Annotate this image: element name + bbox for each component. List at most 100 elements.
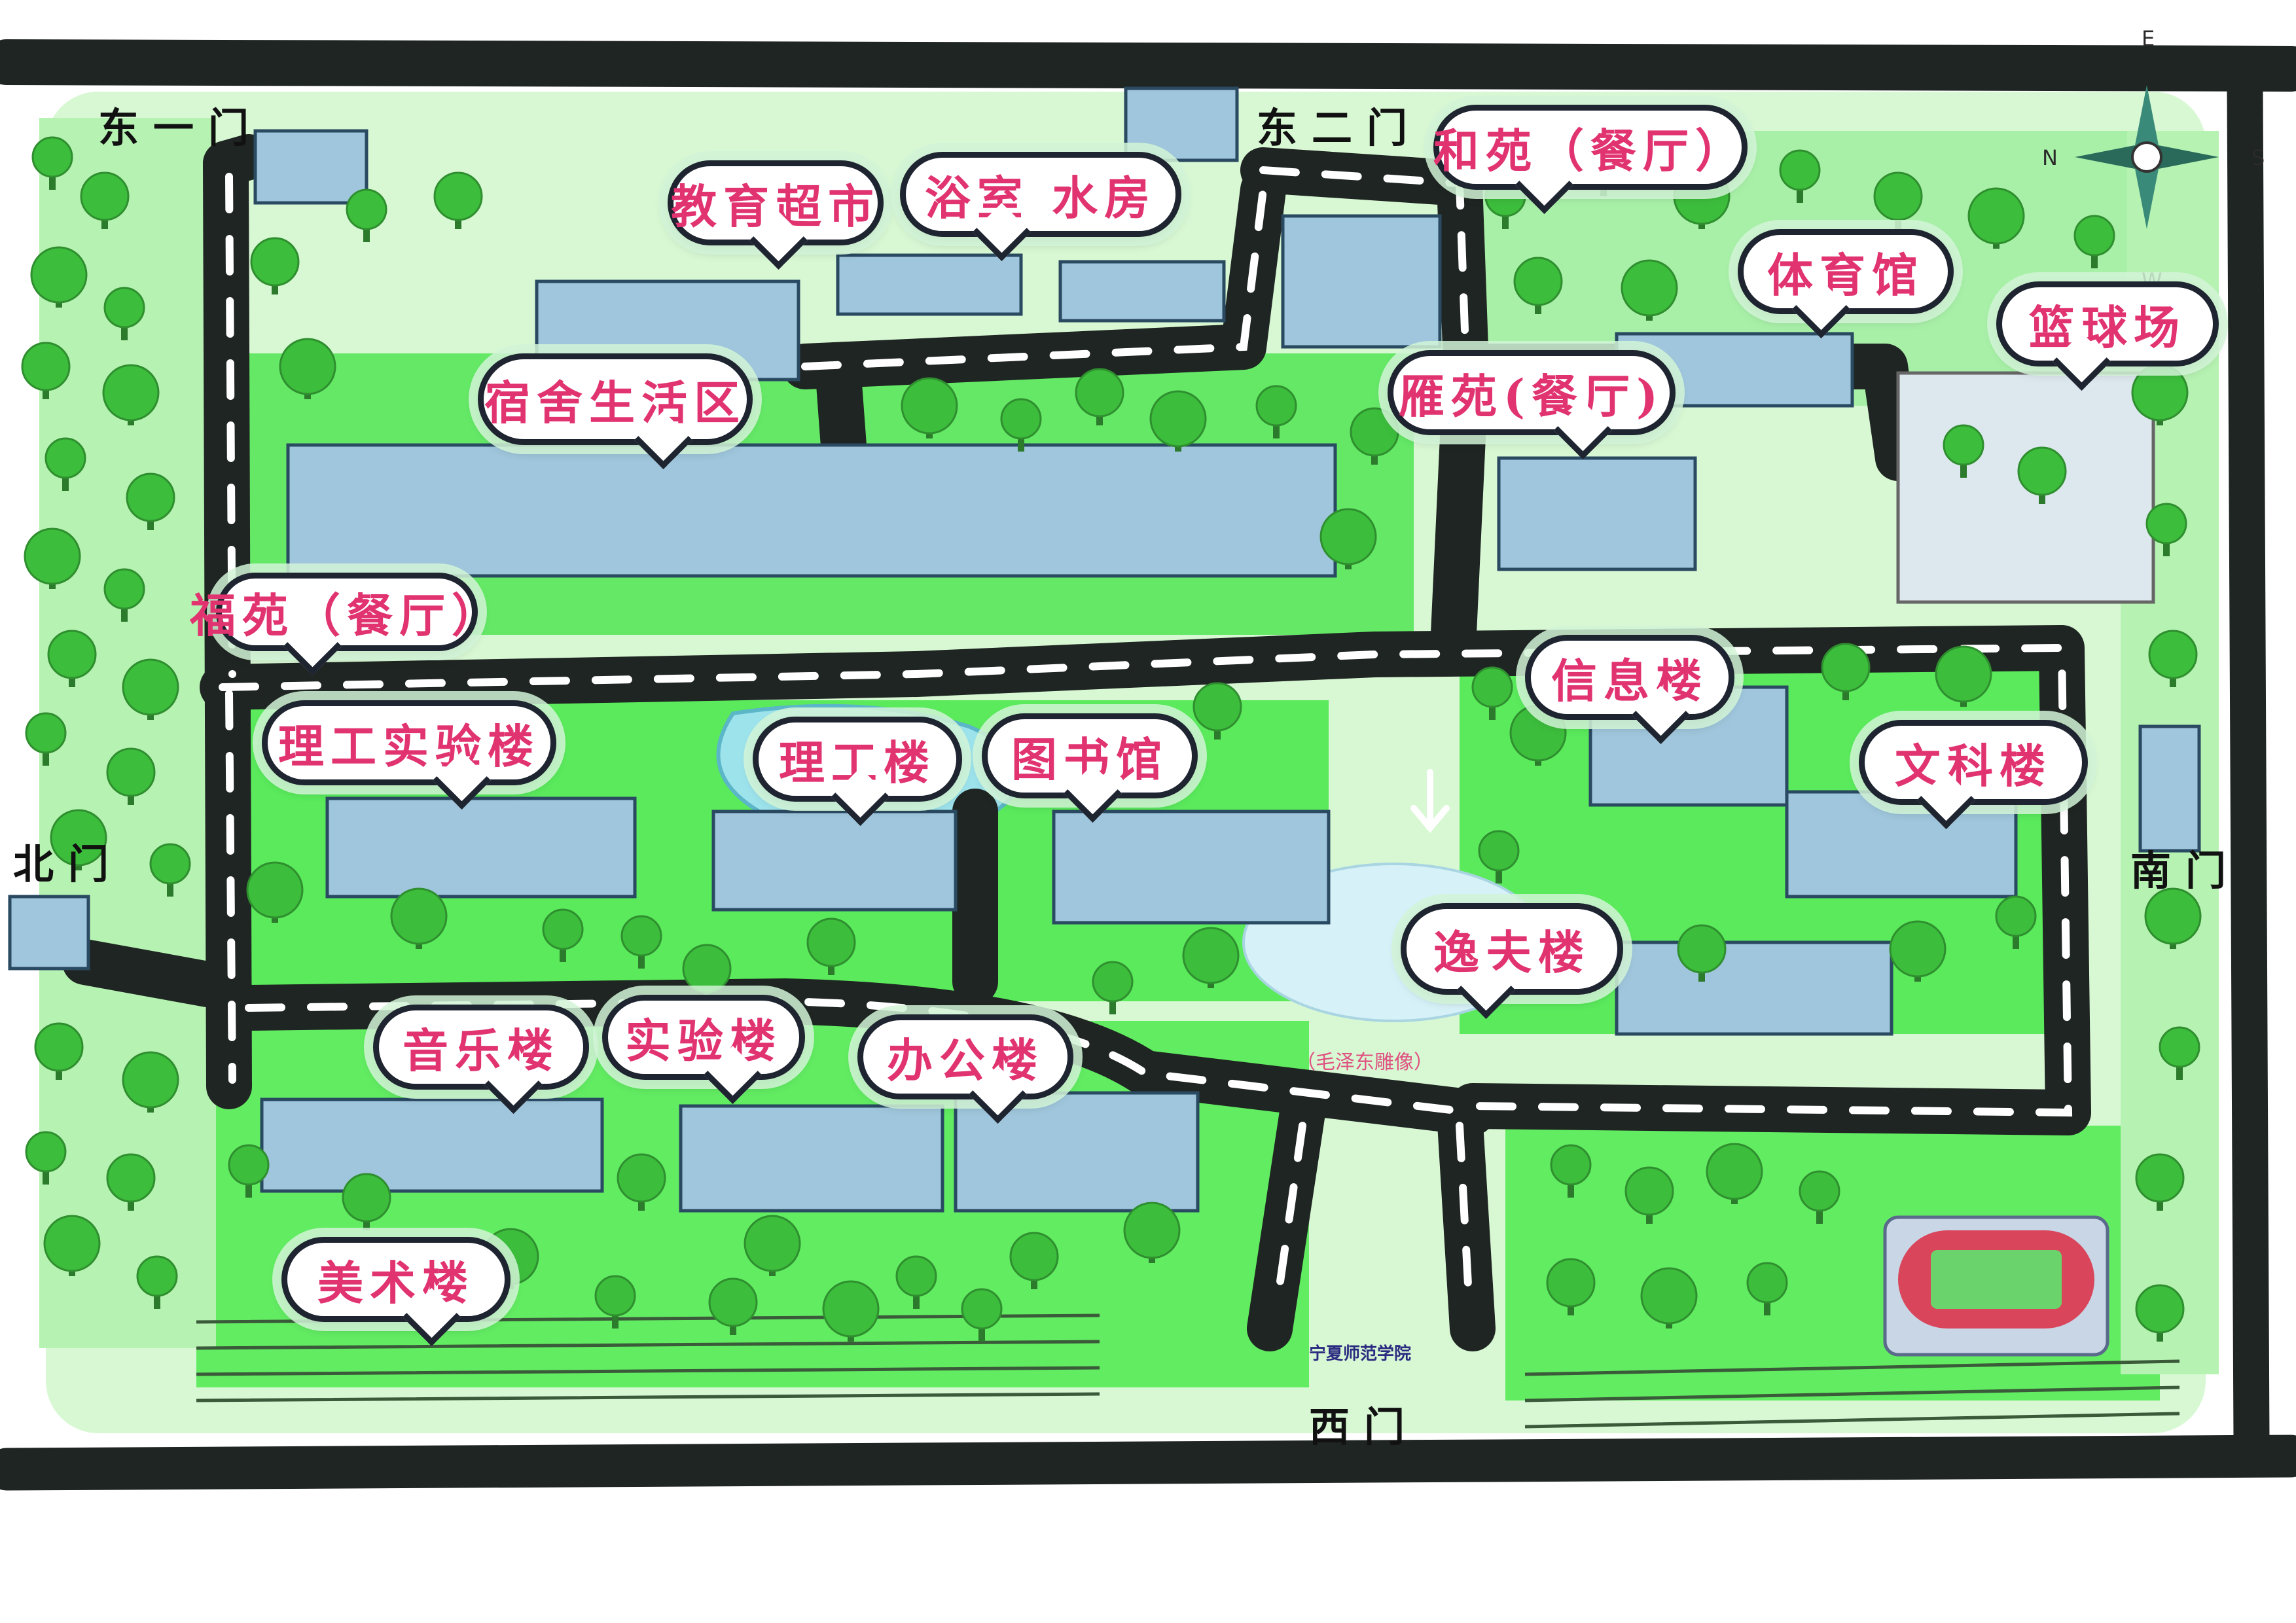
tree [2135, 1284, 2185, 1342]
label-music[interactable]: 音乐楼 [373, 1005, 589, 1090]
building-bath [1058, 260, 1226, 323]
tree [246, 861, 304, 923]
label-basketball[interactable]: 篮球场 [1996, 281, 2219, 366]
tree [102, 364, 160, 425]
compass-center [2131, 141, 2162, 173]
tree [542, 908, 584, 962]
gate-north: 北门 [13, 840, 124, 888]
label-heyuan[interactable]: 和苑（餐厅） [1433, 105, 1748, 190]
compass-n-label: N [2042, 145, 2058, 170]
dash-north [801, 186, 1267, 370]
building-yifu [1615, 940, 1893, 1036]
label-fuyuan[interactable]: 福苑（餐厅） [190, 573, 497, 651]
tree [1255, 385, 1297, 438]
label-info[interactable]: 信息楼 [1525, 635, 1734, 720]
label-dorm[interactable]: 宿舍生活区 [478, 353, 753, 445]
direction-arrow [1410, 769, 1450, 833]
tree [1182, 927, 1240, 988]
label-edu-store[interactable]: 教育超市 [668, 160, 884, 245]
label-bath[interactable]: 浴室 水房 [900, 152, 1181, 237]
tree [1640, 1267, 1698, 1329]
tree [24, 527, 81, 589]
tree [1873, 171, 1923, 229]
fence-southeast [1524, 1359, 2180, 1429]
tree [822, 1280, 880, 1342]
tree [1821, 643, 1871, 700]
compass-point-s [2135, 157, 2159, 229]
outer-roads [0, 39, 2296, 1491]
compass-e-label: E [2142, 26, 2155, 51]
tree [1677, 924, 1727, 982]
tree [2135, 1153, 2185, 1211]
building-library [1052, 810, 1331, 925]
tree [47, 630, 97, 687]
compass-point-n [2135, 85, 2159, 157]
tree [2145, 503, 2187, 556]
tree [901, 377, 958, 438]
gate-west: 西门 [1309, 1403, 1420, 1451]
compass-point-w [2075, 145, 2147, 169]
label-library[interactable]: 图书馆 [982, 713, 1198, 798]
tree [342, 1173, 391, 1230]
building-heyuan [1281, 214, 1442, 349]
label-lab[interactable]: 实验楼 [602, 995, 805, 1080]
tree [1075, 368, 1124, 425]
gate-east1: 东一门 [98, 104, 264, 152]
tree [2144, 887, 2202, 949]
label-yifu[interactable]: 逸夫楼 [1401, 903, 1623, 995]
compass-point-e [2147, 145, 2219, 169]
tree [1624, 1166, 1674, 1224]
building-edu-store [836, 253, 1023, 316]
tree [25, 1131, 67, 1185]
dash-west-lower [225, 690, 236, 1084]
tree [620, 915, 662, 969]
fence-southwest [196, 1313, 1100, 1402]
road-north-gate [62, 939, 252, 1011]
building-east2-gatehouse [1124, 86, 1239, 162]
tree [1889, 920, 1946, 982]
playground [1883, 1215, 2109, 1357]
tree [594, 1275, 636, 1329]
tree [1478, 830, 1520, 883]
tree [106, 1153, 156, 1211]
building-dorm-row [286, 443, 1337, 578]
tree [149, 843, 191, 897]
tree [708, 1277, 758, 1335]
tree [1935, 645, 1992, 707]
label-yanyuan[interactable]: 雁苑(餐厅) [1388, 350, 1676, 435]
fences [196, 1313, 2180, 1429]
road-east1-gate [203, 134, 272, 187]
tree [1550, 1144, 1592, 1198]
label-liberal-arts[interactable]: 文科楼 [1859, 720, 2088, 805]
label-gym[interactable]: 体育馆 [1738, 229, 1954, 314]
tree [961, 1288, 1003, 1342]
tree [744, 1215, 801, 1276]
tree [1513, 257, 1563, 314]
tree [279, 338, 336, 399]
tree [1779, 149, 1821, 203]
gate-south: 南门 [2130, 847, 2241, 895]
tree [1319, 508, 1377, 569]
gate-east2: 东二门 [1257, 104, 1422, 152]
tree [228, 1144, 270, 1198]
tree [806, 918, 856, 975]
tree [2148, 630, 2198, 687]
tree [390, 887, 448, 949]
tree [80, 171, 130, 229]
label-science[interactable]: 理工楼 [753, 717, 962, 802]
label-office[interactable]: 办公楼 [857, 1014, 1073, 1099]
tree [250, 237, 300, 294]
label-science-lab[interactable]: 理工实验楼 [262, 700, 556, 785]
tree [1149, 390, 1207, 452]
building-north-gatehouse [8, 895, 90, 971]
outer-road-south [0, 1435, 2296, 1491]
tree [136, 1255, 178, 1309]
building-south-gatehouse [2138, 724, 2201, 853]
building-yanyuan [1497, 456, 1697, 571]
compass-rose [2075, 85, 2219, 229]
tree [21, 342, 71, 399]
tree [126, 473, 175, 530]
tree [433, 171, 483, 229]
tree [106, 747, 156, 805]
label-art[interactable]: 美术楼 [281, 1237, 511, 1322]
